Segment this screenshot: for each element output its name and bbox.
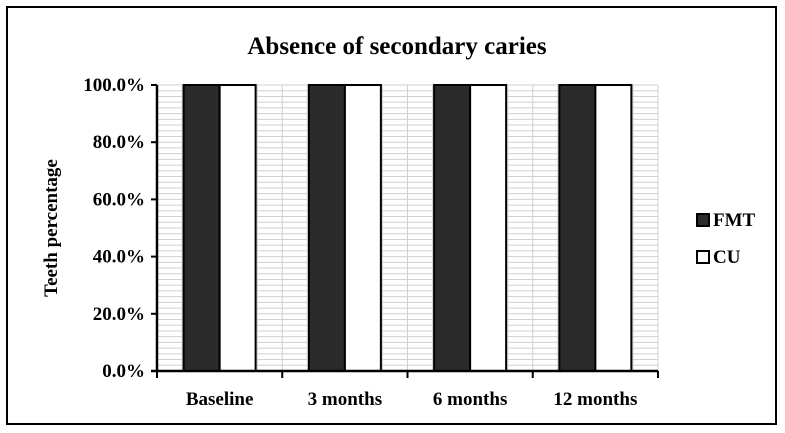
x-tick-label: 3 months <box>308 389 382 410</box>
y-tick-label: 80.0% <box>93 132 145 153</box>
bars <box>182 84 633 372</box>
bar-fmt-1 <box>182 84 221 372</box>
bar-fmt-4 <box>558 84 597 372</box>
bar-fmt-3 <box>433 84 472 372</box>
y-tick-label: 20.0% <box>93 304 145 325</box>
y-tick-label: 40.0% <box>93 247 145 268</box>
bar-fmt-2 <box>307 84 346 372</box>
legend: FMT CU <box>696 210 756 268</box>
chart-frame <box>6 6 777 425</box>
legend-label-cu: CU <box>713 247 741 268</box>
y-tick-label: 0.0% <box>102 361 145 382</box>
legend-swatch-fmt <box>696 213 710 227</box>
x-tick-labels: Baseline 3 months 6 months 12 months <box>186 389 638 410</box>
legend-label-fmt: FMT <box>713 210 756 231</box>
y-tick-labels: 0.0% 20.0% 40.0% 60.0% 80.0% 100.0% <box>83 75 145 382</box>
bar-cu-3 <box>469 84 508 372</box>
x-tick-label: 12 months <box>553 389 637 410</box>
y-tick-label: 60.0% <box>93 189 145 210</box>
bar-cu-4 <box>594 84 633 372</box>
y-axis-label: Teeth percentage <box>41 159 62 297</box>
legend-swatch-cu <box>696 250 710 264</box>
bar-cu-2 <box>343 84 382 372</box>
axes <box>151 84 659 378</box>
y-tick-label: 100.0% <box>83 75 145 96</box>
chart-title: Absence of secondary caries <box>247 33 547 60</box>
x-tick-label: 6 months <box>433 389 507 410</box>
bar-cu-1 <box>218 84 257 372</box>
x-tick-label: Baseline <box>186 389 254 410</box>
